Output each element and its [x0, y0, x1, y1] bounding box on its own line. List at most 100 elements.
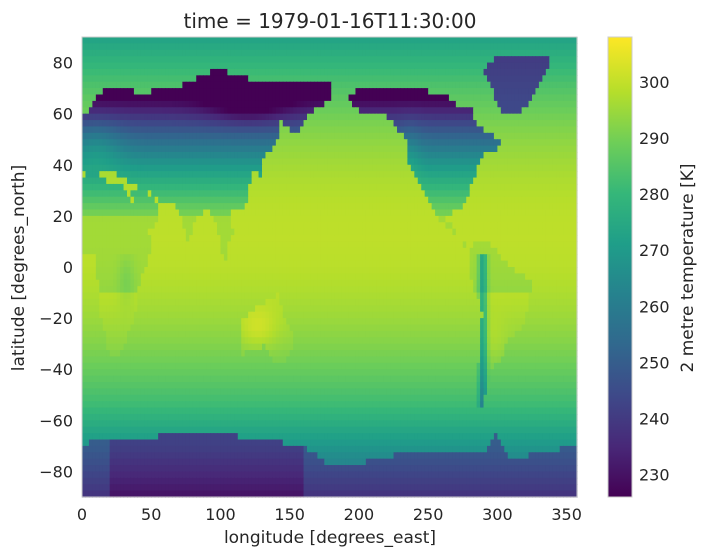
heatmap-cell	[435, 196, 440, 204]
heatmap-cell	[424, 37, 429, 44]
heatmap-cell	[348, 152, 353, 159]
heatmap-cell	[230, 49, 235, 57]
heatmap-cell	[365, 222, 370, 230]
heatmap-cell	[455, 145, 460, 153]
heatmap-cell	[535, 62, 540, 70]
heatmap-cell	[102, 120, 107, 128]
heatmap-cell	[251, 107, 256, 115]
heatmap-cell	[303, 241, 308, 249]
heatmap-cell	[455, 158, 460, 166]
heatmap-cell	[275, 88, 280, 96]
heatmap-cell	[85, 209, 90, 217]
heatmap-cell	[428, 37, 433, 44]
heatmap-cell	[462, 49, 467, 57]
heatmap-cell	[99, 49, 104, 57]
heatmap-cell	[507, 68, 512, 76]
heatmap-cell	[109, 177, 114, 185]
heatmap-cell	[469, 94, 474, 102]
heatmap-cell	[448, 177, 453, 185]
heatmap-cell	[262, 68, 267, 76]
heatmap-cell	[296, 164, 301, 172]
heatmap-cell	[438, 49, 443, 57]
heatmap-cell	[161, 235, 166, 243]
heatmap-cell	[376, 56, 381, 64]
heatmap-cell	[455, 62, 460, 70]
heatmap-cell	[230, 228, 235, 236]
heatmap-cell	[442, 62, 447, 70]
heatmap-cell	[542, 81, 547, 89]
heatmap-cell	[459, 145, 464, 153]
heatmap-cell	[386, 43, 391, 51]
heatmap-cell	[518, 49, 523, 57]
heatmap-cell	[158, 158, 163, 166]
heatmap-cell	[320, 62, 325, 70]
heatmap-cell	[99, 100, 104, 108]
heatmap-cell	[324, 62, 329, 70]
heatmap-cell	[227, 241, 232, 249]
heatmap-cell	[497, 113, 502, 121]
heatmap-cell	[383, 164, 388, 172]
heatmap-cell	[417, 113, 422, 121]
heatmap-cell	[244, 88, 249, 96]
heatmap-cell	[355, 152, 360, 159]
heatmap-cell	[144, 235, 149, 243]
heatmap-cell	[88, 203, 93, 211]
heatmap-cell	[559, 126, 564, 134]
heatmap-cell	[234, 209, 239, 217]
heatmap-cell	[255, 88, 260, 96]
heatmap-cell	[535, 94, 540, 102]
heatmap-cell	[151, 254, 156, 262]
heatmap-cell	[137, 113, 142, 121]
heatmap-cell	[369, 235, 374, 243]
heatmap-cell	[532, 88, 537, 96]
heatmap-cell	[268, 254, 273, 262]
heatmap-cell	[355, 241, 360, 249]
heatmap-cell	[172, 203, 177, 211]
heatmap-cell	[365, 94, 370, 102]
heatmap-cell	[518, 209, 523, 217]
heatmap-cell	[518, 132, 523, 140]
heatmap-cell	[570, 139, 575, 147]
heatmap-cell	[262, 171, 267, 179]
heatmap-cell	[410, 164, 415, 172]
heatmap-cell	[227, 139, 232, 147]
heatmap-cell	[268, 56, 273, 64]
heatmap-cell	[407, 177, 412, 185]
heatmap-cell	[199, 120, 204, 128]
heatmap-cell	[244, 196, 249, 204]
heatmap-cell	[95, 113, 100, 121]
heatmap-cell	[362, 132, 367, 140]
heatmap-cell	[199, 113, 204, 121]
heatmap-cell	[102, 254, 107, 262]
heatmap-cell	[379, 43, 384, 51]
heatmap-cell	[542, 113, 547, 121]
heatmap-cell	[511, 177, 516, 185]
heatmap-cell	[545, 120, 550, 128]
heatmap-cell	[227, 145, 232, 153]
heatmap-cell	[116, 158, 121, 166]
heatmap-cell	[168, 68, 173, 76]
heatmap-cell	[234, 126, 239, 134]
heatmap-cell	[265, 75, 270, 83]
heatmap-cell	[286, 158, 291, 166]
heatmap-cell	[528, 196, 533, 204]
heatmap-cell	[324, 81, 329, 89]
heatmap-cell	[483, 49, 488, 57]
heatmap-cell	[428, 107, 433, 115]
heatmap-cell	[307, 81, 312, 89]
heatmap-cell	[123, 126, 128, 134]
heatmap-cell	[563, 94, 568, 102]
heatmap-cell	[296, 145, 301, 153]
heatmap-cell	[223, 81, 228, 89]
heatmap-cell	[123, 75, 128, 83]
heatmap-cell	[403, 145, 408, 153]
heatmap-cell	[244, 152, 249, 159]
heatmap-cell	[289, 94, 294, 102]
heatmap-cell	[421, 81, 426, 89]
heatmap-cell	[372, 228, 377, 236]
heatmap-cell	[566, 215, 571, 223]
heatmap-cell	[286, 62, 291, 70]
heatmap-cell	[99, 43, 104, 51]
heatmap-cell	[570, 196, 575, 204]
heatmap-cell	[313, 88, 318, 96]
